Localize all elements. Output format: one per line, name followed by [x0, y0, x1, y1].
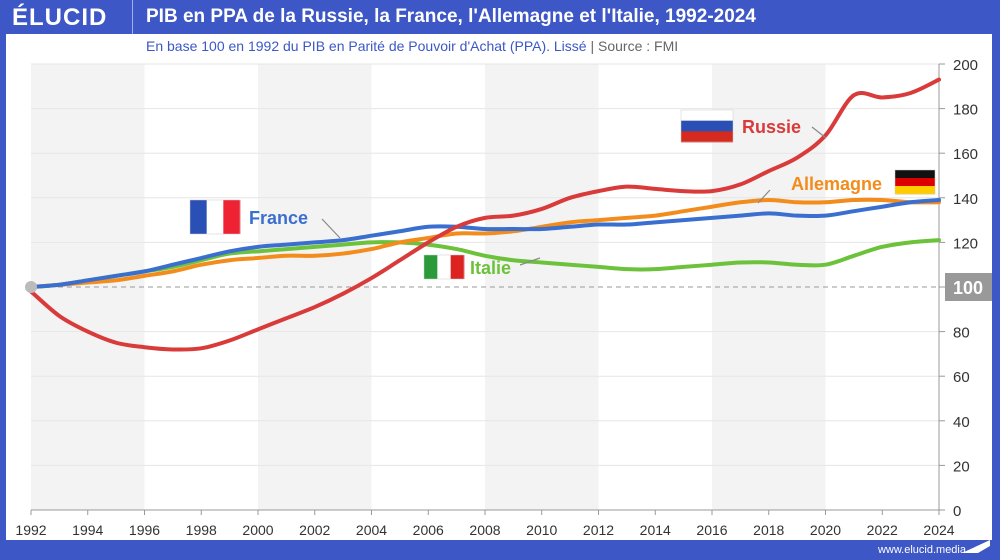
origin-marker	[25, 281, 37, 293]
series-label-france: France	[249, 208, 308, 228]
x-tick-label: 2020	[810, 522, 841, 538]
flag-france-stripe	[223, 200, 241, 234]
x-tick-label: 2012	[583, 522, 614, 538]
flag-russie-stripe	[681, 120, 733, 132]
x-tick-label: 2010	[526, 522, 557, 538]
leader-line	[757, 189, 771, 204]
x-tick-label: 2006	[413, 522, 444, 538]
leader-line	[321, 218, 341, 239]
x-tick-label: 1996	[129, 522, 160, 538]
header: ÉLUCID PIB en PPA de la Russie, la Franc…	[0, 0, 1000, 34]
series-label-russie: Russie	[742, 117, 801, 137]
x-tick-label: 2024	[923, 522, 954, 538]
y-tick-label: 160	[953, 146, 978, 163]
leader-line	[811, 126, 827, 139]
footer-url[interactable]: www.elucid.media	[877, 544, 966, 556]
subtitle: En base 100 en 1992 du PIB en Parité de …	[146, 38, 678, 54]
y-tick-label: 120	[953, 235, 978, 252]
source: Source : FMI	[598, 38, 679, 54]
flag-italie-stripe	[424, 255, 438, 279]
flag-france-icon	[189, 199, 241, 235]
series-line-france	[29, 198, 941, 289]
y-tick-label: 140	[953, 191, 978, 208]
flag-italie-stripe	[450, 255, 465, 279]
x-tick-label: 2008	[469, 522, 500, 538]
subtitle-text: En base 100 en 1992 du PIB en Parité de …	[146, 38, 587, 54]
x-tick-label: 2016	[696, 522, 727, 538]
logo: ÉLUCID	[12, 4, 108, 31]
series-line-italie	[29, 238, 941, 289]
x-tick-label: 2004	[356, 522, 387, 538]
reference-label: 100	[953, 278, 983, 298]
flag-russie-stripe	[681, 131, 733, 143]
flag-italie-stripe	[437, 255, 452, 279]
x-tick-label: 2018	[753, 522, 784, 538]
series-line-russie	[29, 77, 941, 352]
reference-badge	[945, 273, 992, 301]
flag-russie-stripe	[681, 110, 733, 122]
y-tick-label: 80	[953, 325, 970, 342]
series-label-italie: Italie	[470, 258, 511, 278]
y-tick-label: 180	[953, 102, 978, 119]
chart-title: PIB en PPA de la Russie, la France, l'Al…	[146, 6, 756, 27]
flag-allemagne-stripe	[895, 170, 935, 179]
x-tick-label: 2022	[867, 522, 898, 538]
leader-line	[519, 257, 541, 266]
flag-allemagne-stripe	[895, 178, 935, 187]
y-tick-label: 40	[953, 414, 970, 431]
y-tick-label: 0	[953, 503, 961, 520]
header-divider	[132, 0, 133, 34]
series-label-allemagne: Allemagne	[791, 174, 882, 194]
x-tick-label: 2002	[299, 522, 330, 538]
y-tick-label: 60	[953, 369, 970, 386]
flag-allemagne-icon	[894, 169, 936, 195]
series-line-allemagne	[29, 197, 941, 289]
flag-france-stripe	[190, 200, 208, 234]
x-tick-label: 2000	[242, 522, 273, 538]
footer-logo-mark	[962, 540, 990, 553]
y-tick-label: 200	[953, 57, 978, 74]
x-tick-label: 1994	[72, 522, 103, 538]
x-tick-label: 2014	[640, 522, 671, 538]
subtitle-separator: |	[590, 38, 595, 54]
flag-russie-icon	[680, 109, 734, 143]
y-tick-label: 20	[953, 458, 970, 475]
x-tick-label: 1992	[15, 522, 46, 538]
x-tick-label: 1998	[186, 522, 217, 538]
flag-france-stripe	[206, 200, 224, 234]
flag-allemagne-stripe	[895, 186, 935, 195]
flag-italie-icon	[423, 254, 465, 280]
